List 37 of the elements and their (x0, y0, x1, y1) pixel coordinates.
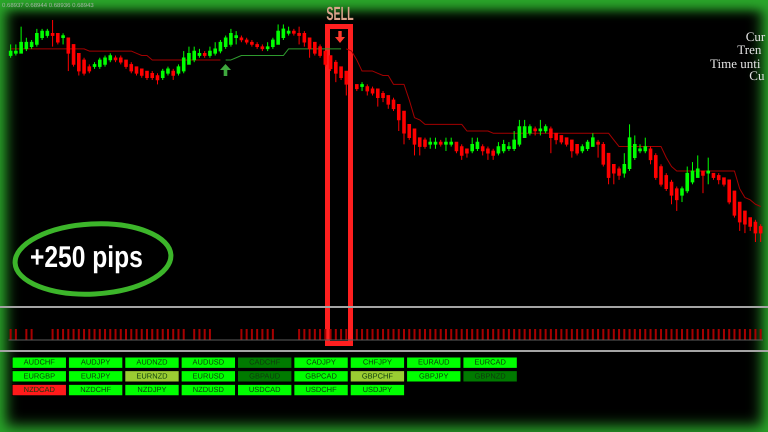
annotation: Time unti (710, 56, 760, 70)
candlestick (296, 26, 300, 45)
candlestick (208, 46, 212, 58)
candlestick (470, 137, 474, 154)
candlestick (538, 119, 542, 136)
annotation: +250 pips (30, 241, 143, 274)
annotation: Cu (749, 68, 764, 83)
candlestick (454, 142, 458, 154)
candlestick (60, 32, 64, 45)
candlestick (50, 20, 54, 48)
candlestick (512, 130, 516, 152)
candlestick (176, 64, 180, 76)
candlestick (574, 144, 578, 156)
candlestick (307, 37, 311, 58)
candlestick (234, 30, 238, 45)
candlestick (522, 119, 526, 138)
candlestick (585, 139, 589, 152)
annotation: Cur (746, 28, 766, 44)
candlestick (680, 186, 684, 203)
candlestick (554, 132, 558, 145)
candlestick (276, 24, 280, 45)
candlestick (596, 139, 600, 158)
candlestick (480, 144, 484, 156)
candlestick (18, 26, 22, 54)
candlestick (501, 139, 505, 154)
candlestick (648, 146, 652, 165)
candlestick (496, 142, 500, 156)
candlestick (40, 28, 44, 40)
annotation: SELL (326, 4, 354, 25)
candlestick (548, 126, 552, 154)
candlestick (700, 170, 704, 194)
candlestick (706, 157, 710, 185)
candlestick (444, 137, 448, 152)
candlestick (318, 44, 322, 58)
candlestick (8, 44, 12, 58)
annotation: Tren (737, 42, 762, 58)
candlestick (170, 68, 175, 80)
